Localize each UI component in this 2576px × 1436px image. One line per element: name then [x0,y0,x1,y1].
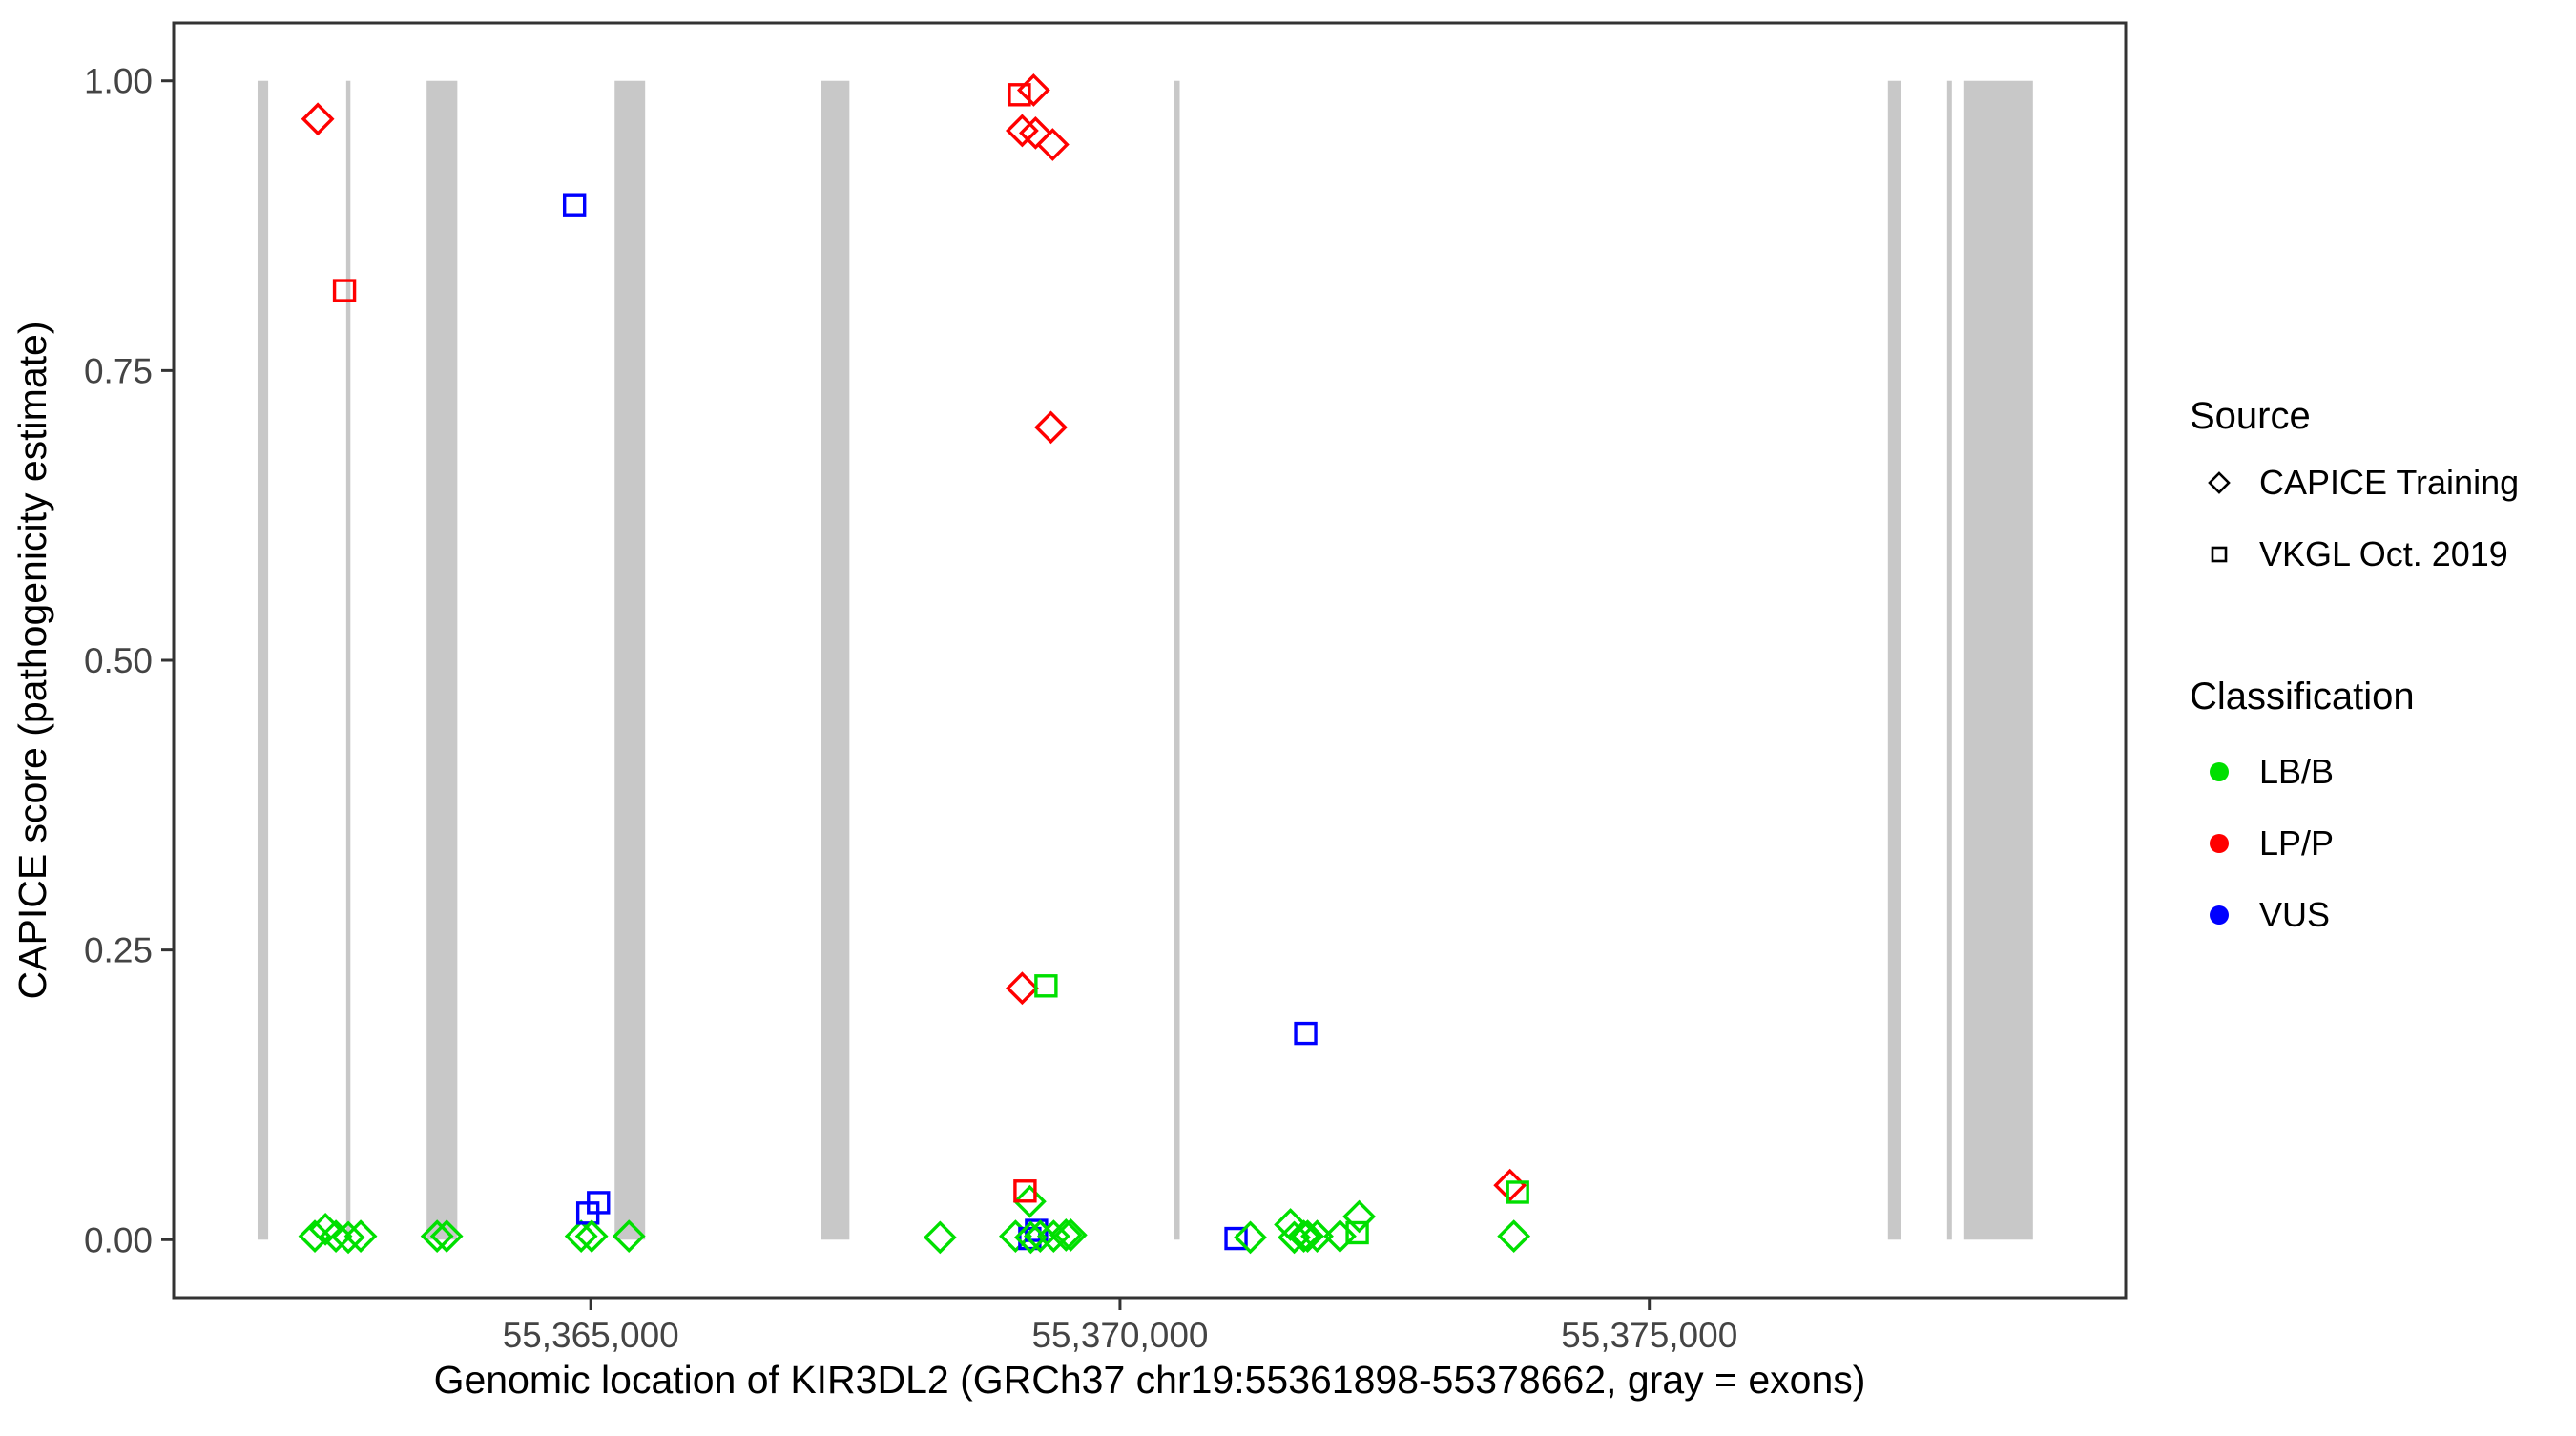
legend-color-dot-icon [2210,762,2229,781]
data-point-diamond [1342,1199,1376,1234]
data-point-square [1008,83,1031,107]
data-point-square [1294,1021,1318,1046]
x-axis-title: Genomic location of KIR3DL2 (GRCh37 chr1… [434,1358,1866,1402]
legend-color-dot-icon [2210,905,2229,925]
data-point-square [332,279,357,302]
data-point-square [562,193,587,217]
data-point-diamond [343,1219,378,1254]
data-point-diamond [564,1219,598,1254]
data-point-diamond [923,1220,957,1255]
legend-source-item-label: CAPICE Training [2259,463,2519,502]
exon-bar [614,80,646,1240]
data-point-diamond [301,102,335,136]
data-point-diamond [1287,1219,1320,1254]
exon-bar [345,80,351,1240]
data-point-square [587,1191,611,1215]
exon-bar [1174,80,1180,1240]
data-point-diamond [1006,114,1039,148]
y-tick-label: 0.25 [84,931,153,970]
data-point-diamond [1053,1218,1088,1252]
exon-bar [426,80,458,1240]
data-point-diamond [1035,128,1070,161]
data-point-square [1506,1180,1529,1204]
data-point-diamond [1036,1219,1070,1254]
y-tick-label: 0.50 [84,641,153,680]
data-point-diamond [1018,115,1052,150]
x-tick-label: 55,370,000 [1031,1316,1208,1355]
data-point-diamond [1034,410,1068,445]
exon-bar [257,80,269,1240]
legend-source-item-label: VKGL Oct. 2019 [2259,534,2508,573]
panel-border [172,21,2128,1300]
legend-color-dot-icon [2210,834,2229,853]
data-point-diamond [1023,1219,1057,1254]
data-point-square [1345,1220,1369,1245]
data-point-diamond [1012,1184,1047,1218]
axes-layer: 0.00 0.25 0.50 0.75 1.00 55,365,000 55,370,000… [84,21,2128,1355]
exon-bars-layer [257,80,2033,1240]
data-point-diamond [1497,1219,1531,1254]
data-points-layer [298,73,1531,1255]
exon-bar [821,80,850,1240]
data-point-diamond [1300,1219,1334,1254]
data-point-diamond [1291,1219,1324,1254]
legend-diamond-icon [2208,471,2231,494]
y-tick-label: 0.00 [84,1220,153,1259]
exon-bar [1946,80,1952,1240]
y-axis-title: CAPICE score (pathogenicity estimate) [10,322,54,1000]
exon-bar [1963,80,2033,1240]
data-point-diamond [1006,971,1039,1006]
data-point-diamond [1493,1168,1527,1202]
data-point-diamond [429,1219,464,1254]
data-point-square [1013,1179,1037,1203]
data-point-diamond [1323,1219,1357,1254]
exon-bar [1887,80,1901,1240]
data-point-diamond [612,1219,646,1254]
data-point-square [1034,974,1058,998]
data-point-diamond [1013,1220,1048,1255]
legend: Source CAPICE Training VKGL Oct. 2019 Class… [2190,395,2519,934]
y-tick-label: 1.00 [84,62,153,101]
data-point-diamond [331,1220,365,1255]
legend-square-icon [2211,546,2228,563]
data-point-square [1224,1226,1248,1251]
x-tick-label: 55,375,000 [1561,1316,1737,1355]
legend-classification-item-label: LP/P [2259,823,2334,863]
x-tick-label: 55,365,000 [503,1316,679,1355]
legend-source-title: Source [2190,395,2311,437]
legend-classification-item-label: VUS [2259,895,2330,934]
data-point-diamond [319,1219,353,1254]
y-tick-label: 0.75 [84,351,153,390]
data-point-diamond [1234,1220,1267,1255]
data-point-diamond [1049,1218,1083,1252]
legend-classification-item-label: LB/B [2259,752,2334,791]
data-point-diamond [1278,1220,1311,1255]
data-point-diamond [574,1219,609,1254]
data-point-diamond [420,1219,454,1254]
data-point-diamond [1016,73,1050,107]
legend-classification-title: Classification [2190,676,2415,718]
